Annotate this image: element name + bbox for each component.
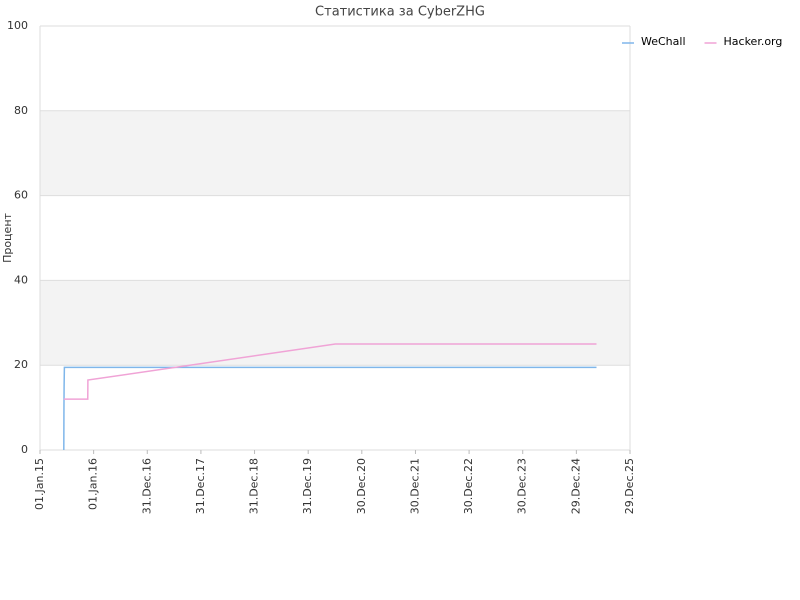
y-axis-label: Процент [1,212,14,262]
x-tick-label: 30.Dec.23 [516,458,529,514]
x-tick-label: 31.Dec.16 [140,458,153,514]
y-tick-label: 60 [14,189,28,202]
y-tick-label: 40 [14,273,28,286]
plot-band [40,110,630,196]
x-tick-label: 31.Dec.18 [248,458,261,514]
y-tick-label: 20 [14,358,28,371]
y-tick-label: 0 [21,443,28,456]
plot-band [40,280,630,366]
line-series [63,343,597,400]
x-tick-label: 29.Dec.25 [623,458,636,514]
legend-label: Hacker.org [724,35,783,48]
y-tick-label: 100 [7,19,28,32]
chart-title: Статистика за CyberZHG [315,5,485,20]
line-series [63,366,597,451]
x-tick-label: 01.Jan.16 [87,458,100,510]
x-tick-label: 30.Dec.20 [355,458,368,514]
y-tick-label: 80 [14,104,28,117]
legend-label: WeChall [641,35,686,48]
x-tick-label: 30.Dec.21 [408,458,421,514]
x-tick-label: 31.Dec.17 [194,458,207,514]
x-tick-label: 01.Jan.15 [33,458,46,510]
x-tick-label: 29.Dec.24 [569,458,582,514]
x-tick-label: 31.Dec.19 [301,458,314,514]
x-tick-label: 30.Dec.22 [462,458,475,514]
legend: WeChall Hacker.org [622,35,782,48]
